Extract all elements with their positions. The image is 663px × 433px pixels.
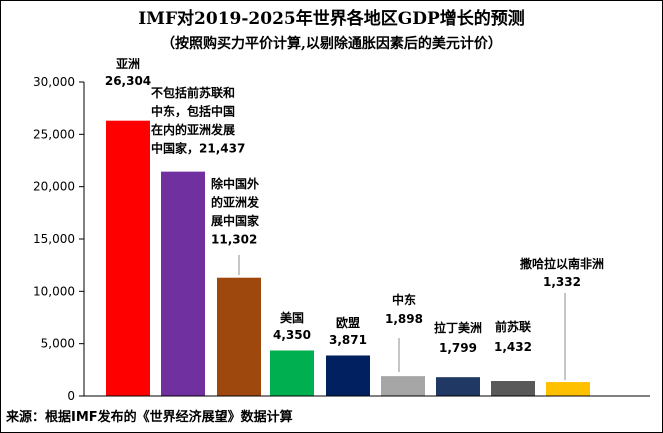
data-label-6: 中东: [392, 292, 416, 307]
y-tick-label: 0: [67, 389, 75, 403]
data-label-2: 中国家，21,437: [151, 141, 245, 156]
bar-4: [270, 350, 314, 396]
y-tick-label: 15,000: [33, 232, 75, 246]
data-label-1: 亚洲: [116, 57, 140, 71]
bar-3: [217, 277, 261, 396]
data-label-3: 展中国家: [211, 213, 260, 228]
data-label-7: 拉丁美洲: [434, 320, 482, 335]
data-label-2: 在内的亚洲发展: [151, 122, 235, 137]
data-label-7: 1,799: [439, 341, 477, 355]
y-tick-label: 5,000: [41, 337, 75, 351]
bar-6: [381, 376, 425, 396]
data-label-8: 1,432: [494, 340, 532, 354]
data-label-9: 1,332: [543, 275, 581, 289]
y-tick-label: 20,000: [33, 180, 75, 194]
data-label-2: 不包括前苏联和: [151, 85, 235, 100]
data-label-5: 3,871: [329, 333, 367, 347]
chart-subtitle: （按照购买力平价计算,以剔除通胀因素后的美元计价）: [161, 36, 502, 52]
source-note: 来源：根据IMF发布的《世界经济展望》数据计算: [6, 410, 293, 425]
data-label-3: 的亚洲发: [211, 195, 260, 210]
data-label-8: 前苏联: [495, 319, 531, 334]
y-tick-label: 10,000: [33, 284, 75, 298]
bar-5: [326, 355, 370, 396]
bar-9: [546, 382, 590, 396]
y-tick-label: 30,000: [33, 75, 75, 89]
data-label-4: 美国: [280, 310, 304, 325]
bar-8: [491, 381, 535, 396]
data-label-3: 11,302: [211, 233, 257, 247]
chart-title: IMF对2019-2025年世界各地区GDP增长的预测: [138, 9, 525, 29]
data-label-3: 除中国外: [211, 176, 259, 191]
bar-2: [161, 171, 205, 396]
data-label-9: 撒哈拉以南非洲: [520, 256, 604, 271]
data-label-6: 1,898: [385, 312, 423, 326]
data-label-1: 26,304: [105, 74, 151, 88]
bar-7: [436, 377, 480, 396]
data-label-4: 4,350: [273, 328, 311, 342]
bar-1: [106, 120, 150, 396]
data-label-5: 欧盟: [336, 315, 360, 330]
data-label-2: 中东，包括中国: [151, 104, 235, 119]
y-tick-label: 25,000: [33, 127, 75, 141]
